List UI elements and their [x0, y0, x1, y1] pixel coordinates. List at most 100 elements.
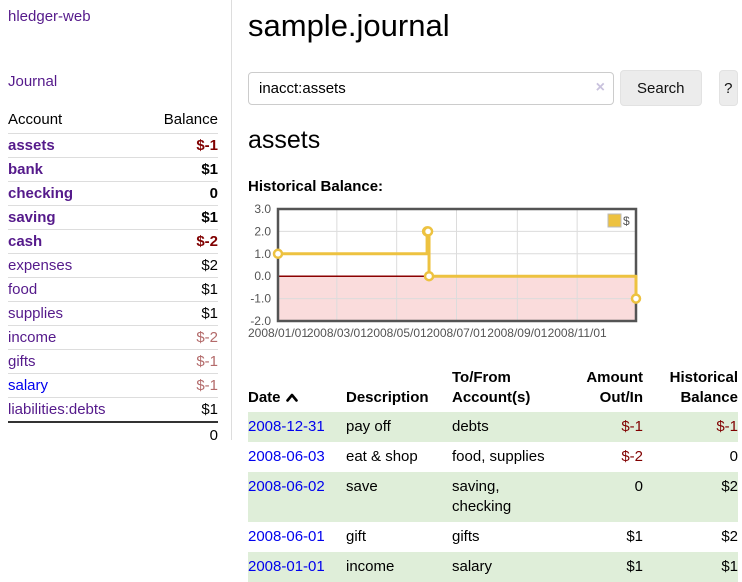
brand-link[interactable]: hledger-web	[8, 8, 91, 25]
account-row: salary $-1	[8, 373, 218, 398]
transaction-accounts: salary	[452, 558, 493, 575]
page-title: sample.journal	[248, 8, 450, 43]
sidebar-account-link[interactable]: salary	[8, 377, 49, 394]
accounts-col-account: Account	[8, 111, 63, 128]
transaction-date-link[interactable]: 2008-06-03	[248, 448, 325, 465]
date-column-label: Date	[248, 389, 281, 406]
account-row: liabilities:debts $1	[8, 397, 218, 422]
transaction-row: 2008-01-01 income salary $1 $1	[248, 552, 738, 582]
register-col-description: Description	[346, 389, 429, 406]
account-row: cash $-2	[8, 229, 218, 254]
register-col-accounts: To/From Account(s)	[452, 369, 531, 406]
transaction-accounts: debts	[452, 418, 489, 435]
historical-balance-chart[interactable]: $3.0 2.0 1.0 0.0 -1.0 -2.0 2008/01/01 2008/03/0…	[248, 202, 738, 346]
accounts-table: Account Balance assets $-1 bank $1 checking 0…	[8, 108, 218, 448]
svg-text:-1.0: -1.0	[250, 292, 271, 306]
transaction-date-link[interactable]: 2008-01-01	[248, 558, 325, 575]
sidebar-account-link[interactable]: assets	[8, 137, 55, 154]
account-row: saving $1	[8, 205, 218, 230]
sidebar-account-link[interactable]: supplies	[8, 305, 64, 322]
svg-text:2008/07/01: 2008/07/01	[426, 326, 486, 340]
transaction-description: income	[346, 558, 395, 575]
sidebar-account-link[interactable]: saving	[8, 209, 56, 226]
svg-text:1.0: 1.0	[254, 247, 271, 261]
sidebar: hledger-web Journal Account Balance asse…	[0, 0, 232, 448]
account-balance: $1	[142, 157, 218, 182]
svg-text:3.0: 3.0	[254, 203, 271, 216]
sidebar-account-link[interactable]: checking	[8, 185, 74, 202]
transaction-amount: $-1	[621, 418, 643, 435]
account-balance: 0	[142, 181, 218, 206]
svg-text:2.0: 2.0	[254, 224, 271, 238]
account-row: expenses $2	[8, 253, 218, 278]
transaction-amount: $1	[626, 528, 643, 545]
sidebar-account-link[interactable]: cash	[8, 233, 43, 250]
transaction-date-link[interactable]: 2008-06-01	[248, 528, 325, 545]
sidebar-account-link[interactable]: bank	[8, 161, 44, 178]
accounts-col-balance: Balance	[163, 111, 218, 128]
transaction-accounts: saving, checking	[452, 478, 512, 515]
search-input[interactable]	[248, 71, 614, 105]
account-balance: $-2	[142, 229, 218, 254]
account-balance: $-1	[142, 373, 218, 398]
transaction-balance: $2	[721, 478, 738, 495]
account-row: gifts $-1	[8, 349, 218, 374]
accounts-total-value: 0	[142, 421, 218, 448]
transaction-amount: $1	[626, 558, 643, 575]
svg-text:2008/03/01: 2008/03/01	[307, 326, 367, 340]
svg-text:2008/05/01: 2008/05/01	[367, 326, 427, 340]
search-form: × Search ?	[248, 70, 738, 106]
register-col-date[interactable]: Date	[248, 366, 346, 412]
account-row: income $-2	[8, 325, 218, 350]
sidebar-account-link[interactable]: gifts	[8, 353, 36, 370]
sidebar-item-journal[interactable]: Journal	[8, 73, 58, 90]
account-heading: assets	[248, 126, 321, 154]
chart-label: Historical Balance:	[248, 178, 384, 195]
transaction-balance: 0	[729, 448, 738, 465]
transaction-row: 2008-06-02 save saving, checking 0 $2	[248, 472, 738, 522]
account-balance: $1	[142, 301, 218, 326]
transaction-row: 2008-12-31 pay off debts $-1 $-1	[248, 412, 738, 442]
sidebar-account-link[interactable]: liabilities:debts	[8, 401, 106, 418]
account-balance: $1	[142, 277, 218, 302]
sort-ascending-icon	[285, 393, 298, 402]
account-balance: $1	[142, 205, 218, 230]
main-content: sample.journal × Search ? assets Histori…	[248, 0, 738, 582]
account-balance: $1	[142, 397, 218, 422]
transaction-description: pay off	[346, 418, 391, 435]
sidebar-account-link[interactable]: food	[8, 281, 38, 298]
account-row: checking 0	[8, 181, 218, 206]
svg-text:2008/01/01: 2008/01/01	[248, 326, 308, 340]
sidebar-account-link[interactable]: expenses	[8, 257, 73, 274]
transaction-description: save	[346, 478, 378, 495]
help-button[interactable]: ?	[718, 70, 738, 106]
transaction-date-link[interactable]: 2008-12-31	[248, 418, 325, 435]
transaction-amount: 0	[634, 478, 643, 495]
svg-text:2008/11/01: 2008/11/01	[548, 326, 607, 340]
account-row: food $1	[8, 277, 218, 302]
account-row: supplies $1	[8, 301, 218, 326]
account-row: bank $1	[8, 157, 218, 182]
account-balance: $-1	[142, 133, 218, 158]
register-col-amount: Amount Out/In	[586, 369, 643, 406]
svg-text:-2.0: -2.0	[250, 314, 271, 328]
sidebar-account-link[interactable]: income	[8, 329, 57, 346]
transaction-row: 2008-06-01 gift gifts $1 $2	[248, 522, 738, 552]
account-balance: $-2	[142, 325, 218, 350]
search-button[interactable]: Search	[620, 70, 702, 106]
accounts-total-row: 0	[8, 421, 218, 448]
transaction-description: gift	[346, 528, 367, 545]
transaction-amount: $-2	[621, 448, 643, 465]
transaction-description: eat & shop	[346, 448, 418, 465]
svg-text:$: $	[623, 214, 630, 228]
svg-text:0.0: 0.0	[254, 269, 271, 283]
transaction-date-link[interactable]: 2008-06-02	[248, 478, 325, 495]
transaction-accounts: gifts	[452, 528, 480, 545]
transaction-balance: $-1	[716, 418, 738, 435]
clear-search-icon[interactable]: ×	[595, 78, 605, 96]
account-balance: $2	[142, 253, 218, 278]
chart-plot[interactable]: $3.0 2.0 1.0 0.0 -1.0 -2.02008/01/012008/03/0…	[248, 202, 642, 341]
transaction-balance: $2	[721, 528, 738, 545]
register-col-balance: Historical Balance	[669, 369, 738, 406]
